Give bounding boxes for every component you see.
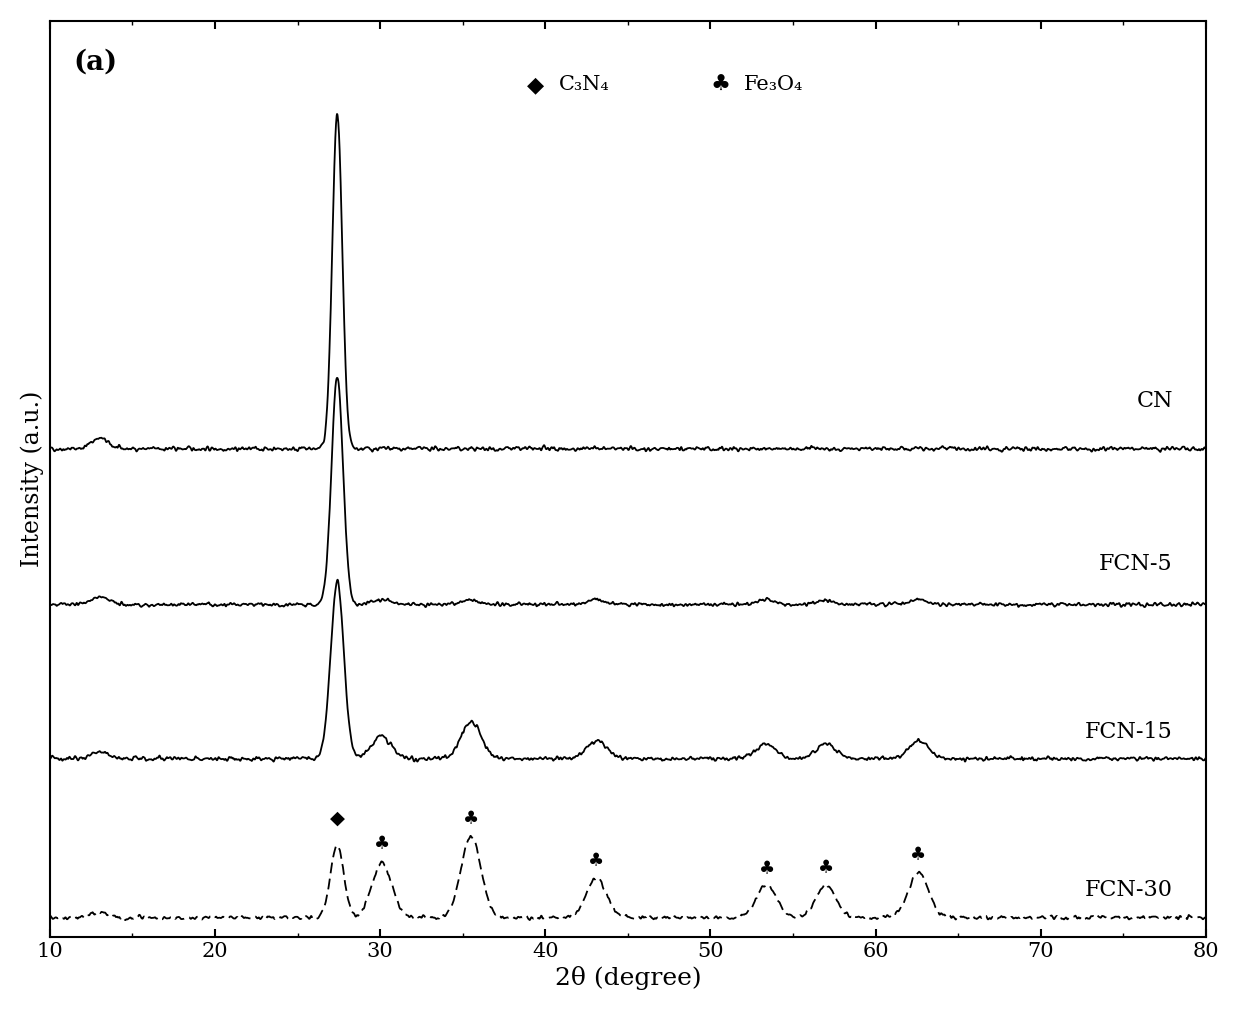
Text: ♣: ♣ (589, 852, 605, 870)
Text: ♣: ♣ (818, 859, 835, 878)
Y-axis label: Intensity (a.u.): Intensity (a.u.) (21, 390, 45, 567)
Text: ♣: ♣ (711, 75, 730, 95)
Text: ♣: ♣ (910, 846, 926, 864)
Text: C₃N₄: C₃N₄ (558, 76, 609, 94)
Text: FCN-30: FCN-30 (1085, 880, 1173, 901)
Text: ◆: ◆ (527, 75, 544, 95)
Text: ♣: ♣ (463, 811, 479, 828)
Text: Fe₃O₄: Fe₃O₄ (744, 76, 802, 94)
Text: ♣: ♣ (373, 836, 389, 853)
X-axis label: 2θ (degree): 2θ (degree) (554, 967, 701, 990)
Text: FCN-5: FCN-5 (1099, 553, 1173, 575)
Text: CN: CN (1136, 390, 1173, 412)
Text: (a): (a) (73, 49, 117, 75)
Text: ♣: ♣ (759, 860, 775, 878)
Text: FCN-15: FCN-15 (1085, 721, 1173, 743)
Text: ◆: ◆ (330, 808, 345, 827)
